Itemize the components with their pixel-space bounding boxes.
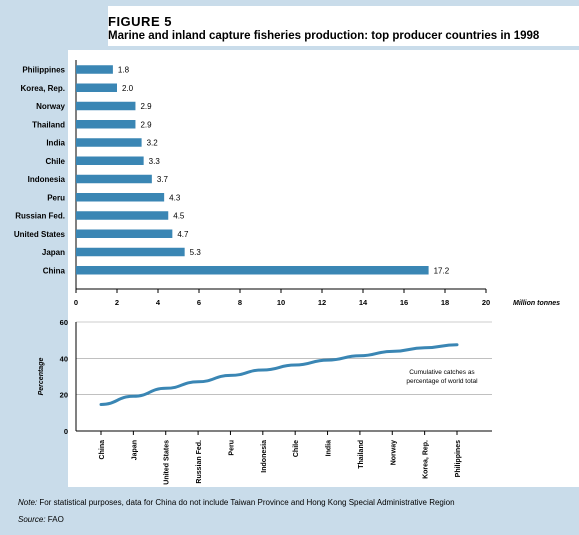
line-x-tick-label: Japan — [131, 440, 138, 460]
bar-category-label: Russian Fed. — [15, 212, 65, 221]
bar — [76, 65, 113, 74]
note-label: Note: — [18, 498, 38, 507]
bar-x-tick-label: 8 — [238, 298, 242, 307]
bar-value-label: 2.0 — [122, 84, 134, 93]
line-x-tick-label: Peru — [228, 440, 235, 456]
bar — [76, 229, 173, 238]
figure-source: Source: FAO — [18, 515, 64, 524]
bar-x-tick-label: 12 — [318, 298, 326, 307]
note-text: For statistical purposes, data for China… — [37, 498, 455, 507]
bar-category-label: Thailand — [32, 120, 65, 129]
line-x-tick-label: India — [326, 440, 333, 456]
bar — [76, 247, 185, 257]
bar-value-label: 3.2 — [147, 139, 159, 148]
bar-value-label: 1.8 — [118, 66, 130, 75]
bar — [76, 156, 144, 165]
bar-category-label: Peru — [47, 193, 65, 202]
bar-value-label: 5.3 — [190, 248, 202, 257]
bar-category-label: Korea, Rep. — [21, 84, 65, 93]
bar-category-label: Chile — [45, 157, 65, 166]
figure-title: Marine and inland capture fisheries prod… — [108, 30, 540, 42]
source-label: Source: — [18, 515, 46, 524]
line-y-tick-label: 40 — [60, 354, 68, 363]
bar-value-label: 2.9 — [140, 102, 152, 111]
bar — [76, 266, 429, 275]
bar — [76, 211, 169, 220]
line-y-axis-title: Percentage — [38, 358, 45, 396]
line-y-tick-label: 60 — [60, 318, 68, 327]
bar-category-label: Philippines — [22, 66, 65, 75]
bar-value-label: 2.9 — [140, 120, 152, 129]
bar-value-label: 3.3 — [149, 157, 161, 166]
line-annotation-line2: percentage of world total — [406, 378, 478, 385]
line-x-tick-label: Russian Fed. — [196, 440, 203, 484]
line-x-tick-label: Norway — [390, 440, 397, 465]
bar-category-label: United States — [14, 230, 66, 239]
bar — [76, 138, 142, 147]
line-x-tick-label: China — [99, 440, 106, 460]
bar — [76, 101, 136, 111]
figure-note: Note: For statistical purposes, data for… — [18, 498, 455, 507]
bar — [76, 83, 117, 92]
figure-label: FIGURE 5 — [108, 14, 172, 29]
bar-category-label: India — [46, 139, 65, 148]
bar — [76, 193, 165, 202]
line-y-tick-label: 20 — [60, 391, 68, 400]
line-x-tick-label: Philippines — [455, 440, 462, 477]
source-text: FAO — [45, 515, 64, 524]
bar-x-tick-label: 18 — [441, 298, 449, 307]
bar-x-tick-label: 20 — [482, 298, 490, 307]
line-y-tick-label: 0 — [64, 427, 68, 436]
bar-x-tick-label: 4 — [156, 298, 161, 307]
bar-value-label: 4.7 — [177, 230, 189, 239]
cumulative-line — [99, 343, 459, 406]
bar — [76, 120, 136, 129]
bar-category-label: Norway — [36, 102, 65, 111]
figure-header-band — [108, 6, 579, 46]
bar-x-tick-label: 6 — [197, 298, 201, 307]
bar-category-label: Japan — [42, 248, 65, 257]
bar-value-label: 3.7 — [157, 175, 169, 184]
bar-category-label: China — [43, 266, 66, 275]
bar-x-axis-title: Million tonnes — [513, 300, 560, 307]
line-x-tick-label: Thailand — [358, 440, 365, 469]
bar-value-label: 17.2 — [434, 266, 450, 275]
bar-x-tick-label: 16 — [400, 298, 408, 307]
bar-x-tick-label: 0 — [74, 298, 78, 307]
bar — [76, 174, 152, 184]
bar-x-tick-label: 14 — [359, 298, 368, 307]
bar-value-label: 4.5 — [173, 212, 185, 221]
line-x-tick-label: United States — [164, 440, 171, 485]
bar-x-tick-label: 2 — [115, 298, 119, 307]
line-x-tick-label: Indonesia — [261, 440, 268, 473]
bar-category-label: Indonesia — [28, 175, 66, 184]
bar-x-tick-label: 10 — [277, 298, 285, 307]
line-x-tick-label: Chile — [293, 440, 300, 457]
bar-value-label: 4.3 — [169, 193, 181, 202]
line-annotation-line1: Cumulative catches as — [409, 369, 475, 376]
line-x-tick-label: Korea, Rep. — [423, 440, 430, 479]
